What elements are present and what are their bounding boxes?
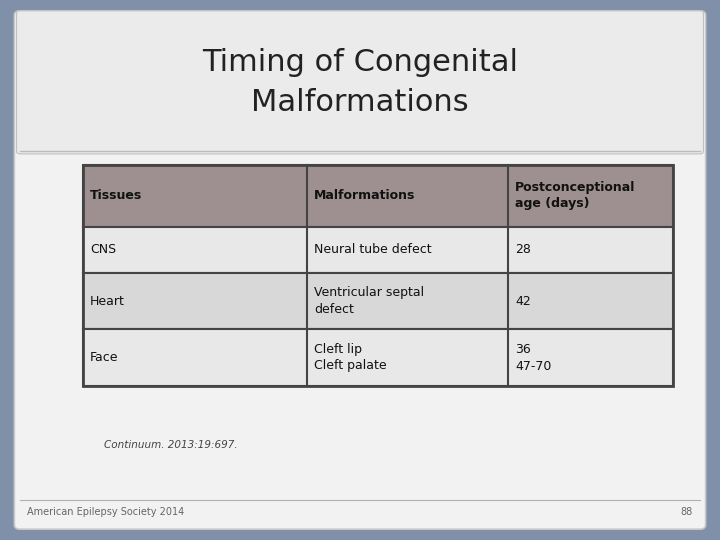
- Bar: [83, 273, 673, 329]
- Text: American Epilepsy Society 2014: American Epilepsy Society 2014: [27, 507, 184, 517]
- FancyBboxPatch shape: [14, 11, 706, 529]
- Text: Tissues: Tissues: [90, 189, 143, 202]
- Bar: [83, 329, 673, 386]
- Bar: [83, 227, 673, 273]
- Text: Cleft lip
Cleft palate: Cleft lip Cleft palate: [315, 343, 387, 373]
- Text: Ventricular septal
defect: Ventricular septal defect: [315, 286, 425, 316]
- Bar: [83, 165, 673, 227]
- Text: Face: Face: [90, 351, 119, 364]
- Text: Heart: Heart: [90, 294, 125, 308]
- FancyBboxPatch shape: [17, 11, 703, 154]
- Text: Postconceptional
age (days): Postconceptional age (days): [515, 181, 636, 210]
- Text: 42: 42: [515, 294, 531, 308]
- Text: 36
47-70: 36 47-70: [515, 343, 552, 373]
- Text: Malformations: Malformations: [315, 189, 415, 202]
- Text: Timing of Congenital
Malformations: Timing of Congenital Malformations: [202, 48, 518, 117]
- Text: Neural tube defect: Neural tube defect: [315, 243, 432, 256]
- Text: Continuum. 2013:19:697.: Continuum. 2013:19:697.: [104, 441, 238, 450]
- Text: 88: 88: [680, 507, 693, 517]
- Text: 28: 28: [515, 243, 531, 256]
- Text: CNS: CNS: [90, 243, 116, 256]
- Bar: [83, 165, 673, 386]
